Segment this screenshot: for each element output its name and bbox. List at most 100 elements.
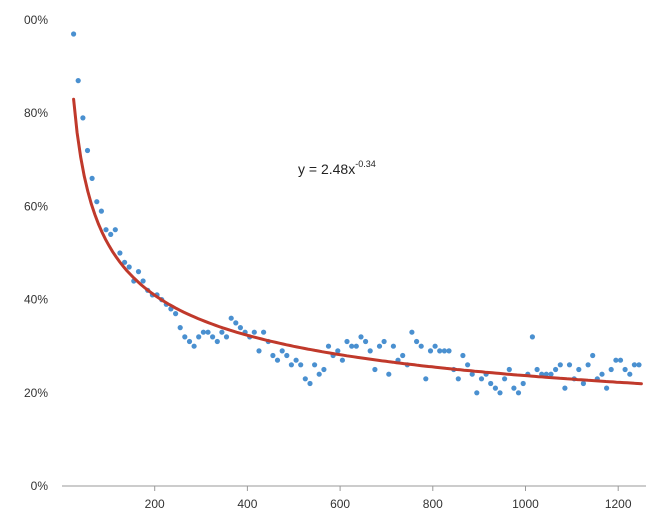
data-point: [312, 362, 318, 368]
data-point: [182, 334, 188, 340]
data-point: [177, 325, 183, 331]
x-tick-label: 800: [423, 497, 443, 511]
y-tick-label: 60%: [24, 199, 48, 213]
x-axis: 200 400 600 800 1000 1200: [62, 485, 646, 511]
data-point: [409, 329, 415, 335]
data-point: [511, 385, 517, 391]
data-point: [284, 352, 290, 359]
data-point: [103, 227, 109, 233]
data-point: [288, 362, 294, 368]
data-point: [553, 366, 559, 373]
data-point: [576, 366, 582, 373]
data-point: [627, 371, 633, 377]
data-point: [353, 343, 359, 349]
data-point: [631, 362, 638, 368]
y-tick-label: 0%: [31, 479, 49, 493]
data-point: [520, 380, 526, 387]
data-point: [613, 357, 619, 363]
data-point: [386, 371, 392, 377]
data-point: [418, 343, 424, 349]
data-point: [122, 259, 128, 265]
x-tick-label: 1200: [605, 497, 632, 511]
data-point: [529, 334, 536, 340]
data-point: [455, 376, 461, 382]
data-point: [335, 348, 341, 354]
data-point: [604, 385, 610, 391]
data-point: [325, 343, 332, 349]
data-point: [427, 348, 434, 354]
data-point: [622, 366, 628, 373]
data-point: [233, 320, 239, 326]
data-point: [478, 376, 485, 382]
data-point: [210, 334, 216, 340]
data-point: [344, 338, 350, 345]
y-tick-label: 80%: [24, 106, 48, 120]
y-axis: 0% 20% 40% 60% 80% 00%: [24, 13, 48, 493]
data-point: [585, 362, 591, 368]
data-point: [372, 366, 378, 373]
data-point: [200, 329, 206, 335]
data-point: [191, 343, 197, 349]
data-point: [400, 352, 406, 359]
data-point: [302, 376, 308, 382]
data-point: [237, 325, 243, 331]
data-point: [228, 315, 234, 321]
data-point: [441, 348, 447, 354]
data-point: [205, 329, 211, 335]
data-point: [219, 329, 225, 335]
data-point: [126, 264, 132, 270]
data-point: [566, 362, 573, 368]
data-point: [497, 390, 503, 396]
data-point: [279, 348, 285, 354]
data-point: [390, 343, 396, 349]
data-points: [71, 31, 642, 396]
data-point: [223, 334, 230, 340]
data-point: [580, 380, 587, 387]
data-point: [367, 348, 373, 354]
trendline-equation-exponent: -0.34: [355, 159, 376, 169]
data-point: [98, 208, 104, 214]
data-point: [251, 329, 257, 335]
x-tick-label: 1000: [512, 497, 539, 511]
data-point: [94, 199, 100, 205]
data-point: [173, 311, 179, 317]
data-point: [256, 348, 262, 354]
data-point: [414, 338, 420, 345]
data-point: [376, 343, 383, 349]
data-point: [502, 376, 508, 382]
data-point: [492, 385, 498, 391]
data-point: [469, 371, 475, 377]
data-point: [381, 338, 387, 345]
data-point: [590, 352, 596, 359]
x-tick-label: 600: [330, 497, 350, 511]
data-point: [432, 343, 438, 349]
data-point: [108, 231, 114, 237]
data-point: [89, 175, 95, 181]
data-point: [358, 334, 364, 340]
y-tick-label: 40%: [24, 293, 48, 307]
data-point: [71, 31, 77, 37]
data-point: [506, 366, 512, 373]
data-point: [140, 278, 146, 284]
data-point: [261, 329, 267, 335]
data-point: [321, 366, 327, 373]
data-point: [636, 362, 642, 368]
data-point: [515, 390, 522, 396]
data-point: [474, 390, 480, 396]
data-point: [274, 357, 281, 363]
x-tick-label: 200: [145, 497, 165, 511]
data-point: [562, 385, 568, 391]
data-point: [196, 334, 202, 340]
data-point: [339, 357, 345, 363]
data-point: [557, 362, 563, 368]
data-point: [117, 250, 123, 256]
data-point: [465, 362, 471, 368]
data-point: [84, 147, 91, 154]
trendline-equation: y = 2.48x-0.34: [298, 159, 376, 177]
data-point: [599, 371, 605, 377]
trendline: [72, 97, 643, 386]
data-point: [307, 380, 313, 387]
data-point: [548, 371, 554, 377]
data-point: [534, 366, 540, 373]
